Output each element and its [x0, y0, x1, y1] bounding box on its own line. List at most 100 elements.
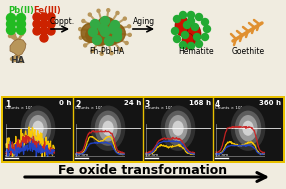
Polygon shape: [10, 39, 26, 56]
Text: 3: 3: [145, 100, 150, 109]
Circle shape: [204, 26, 210, 33]
Text: Fe oxide transformation: Fe oxide transformation: [58, 164, 228, 177]
Circle shape: [19, 60, 23, 63]
Text: Goethite: Goethite: [232, 47, 265, 56]
Circle shape: [188, 18, 194, 25]
Circle shape: [40, 20, 48, 28]
Circle shape: [119, 48, 122, 51]
Circle shape: [100, 16, 110, 26]
Circle shape: [9, 35, 11, 37]
Circle shape: [101, 24, 114, 36]
FancyBboxPatch shape: [1, 96, 285, 163]
Circle shape: [98, 19, 112, 33]
Text: 0 h: 0 h: [59, 100, 71, 106]
Circle shape: [90, 19, 100, 29]
Text: Pb(II): Pb(II): [8, 6, 34, 15]
Circle shape: [101, 19, 114, 32]
Circle shape: [110, 52, 113, 55]
Text: 360 h: 360 h: [259, 100, 281, 106]
Ellipse shape: [172, 121, 184, 136]
Circle shape: [17, 19, 25, 29]
Circle shape: [7, 13, 15, 22]
Circle shape: [7, 19, 15, 29]
Text: HA: HA: [10, 56, 25, 65]
Circle shape: [188, 43, 194, 50]
Circle shape: [184, 22, 190, 29]
Circle shape: [7, 26, 15, 35]
Ellipse shape: [161, 106, 195, 151]
Circle shape: [84, 44, 87, 47]
Circle shape: [86, 28, 100, 42]
Circle shape: [172, 28, 178, 35]
Circle shape: [40, 27, 48, 35]
Text: Coppt.: Coppt.: [50, 17, 75, 26]
Text: 4: 4: [215, 100, 220, 109]
Ellipse shape: [231, 106, 265, 151]
Circle shape: [33, 27, 41, 35]
Circle shape: [40, 13, 48, 21]
Ellipse shape: [95, 111, 121, 146]
Circle shape: [107, 9, 110, 12]
Circle shape: [125, 42, 128, 44]
Circle shape: [196, 13, 202, 20]
Ellipse shape: [175, 16, 189, 36]
Circle shape: [180, 42, 186, 49]
Text: Fe(III): Fe(III): [33, 6, 61, 15]
Circle shape: [104, 31, 118, 45]
Text: Counts × 10⁴: Counts × 10⁴: [75, 106, 102, 110]
Ellipse shape: [99, 115, 118, 142]
Circle shape: [98, 23, 108, 33]
Circle shape: [188, 12, 194, 19]
Ellipse shape: [187, 24, 201, 44]
Circle shape: [21, 33, 23, 36]
Circle shape: [110, 20, 120, 29]
Circle shape: [92, 36, 102, 44]
Circle shape: [106, 24, 125, 43]
Ellipse shape: [235, 111, 261, 146]
Text: Counts × 10⁴: Counts × 10⁴: [5, 106, 32, 110]
Text: 50 nm: 50 nm: [145, 153, 158, 157]
Text: 20 nm: 20 nm: [5, 153, 18, 157]
Text: 168 h: 168 h: [189, 100, 211, 106]
Circle shape: [123, 17, 126, 20]
Circle shape: [180, 12, 186, 19]
Text: 24 h: 24 h: [124, 100, 141, 106]
Circle shape: [47, 20, 55, 28]
Circle shape: [96, 17, 116, 36]
Text: Fh-Pb-HA: Fh-Pb-HA: [89, 47, 124, 56]
Text: 50 nm: 50 nm: [215, 153, 228, 157]
Circle shape: [40, 34, 48, 42]
Circle shape: [112, 33, 122, 42]
Circle shape: [194, 33, 200, 40]
Circle shape: [33, 20, 41, 28]
Text: Counts × 10⁴: Counts × 10⁴: [145, 106, 172, 110]
Circle shape: [96, 24, 113, 40]
Circle shape: [17, 13, 25, 22]
Text: 2: 2: [75, 100, 80, 109]
Text: Hematite: Hematite: [178, 47, 214, 56]
Circle shape: [33, 13, 41, 21]
Circle shape: [100, 52, 103, 55]
Circle shape: [17, 26, 25, 35]
Circle shape: [100, 28, 110, 36]
Circle shape: [174, 36, 180, 43]
Circle shape: [116, 12, 119, 14]
Ellipse shape: [168, 115, 187, 142]
Circle shape: [82, 19, 85, 22]
Circle shape: [128, 25, 131, 28]
Ellipse shape: [165, 111, 191, 146]
Circle shape: [112, 28, 122, 36]
Circle shape: [104, 36, 114, 46]
Circle shape: [196, 40, 202, 47]
Circle shape: [79, 28, 82, 31]
Circle shape: [97, 24, 112, 40]
Circle shape: [87, 28, 102, 42]
Circle shape: [94, 26, 111, 44]
Circle shape: [174, 15, 180, 22]
Circle shape: [128, 33, 131, 36]
Ellipse shape: [25, 111, 51, 146]
Ellipse shape: [21, 106, 55, 151]
Circle shape: [192, 23, 198, 30]
Circle shape: [108, 25, 118, 33]
Circle shape: [13, 33, 15, 36]
